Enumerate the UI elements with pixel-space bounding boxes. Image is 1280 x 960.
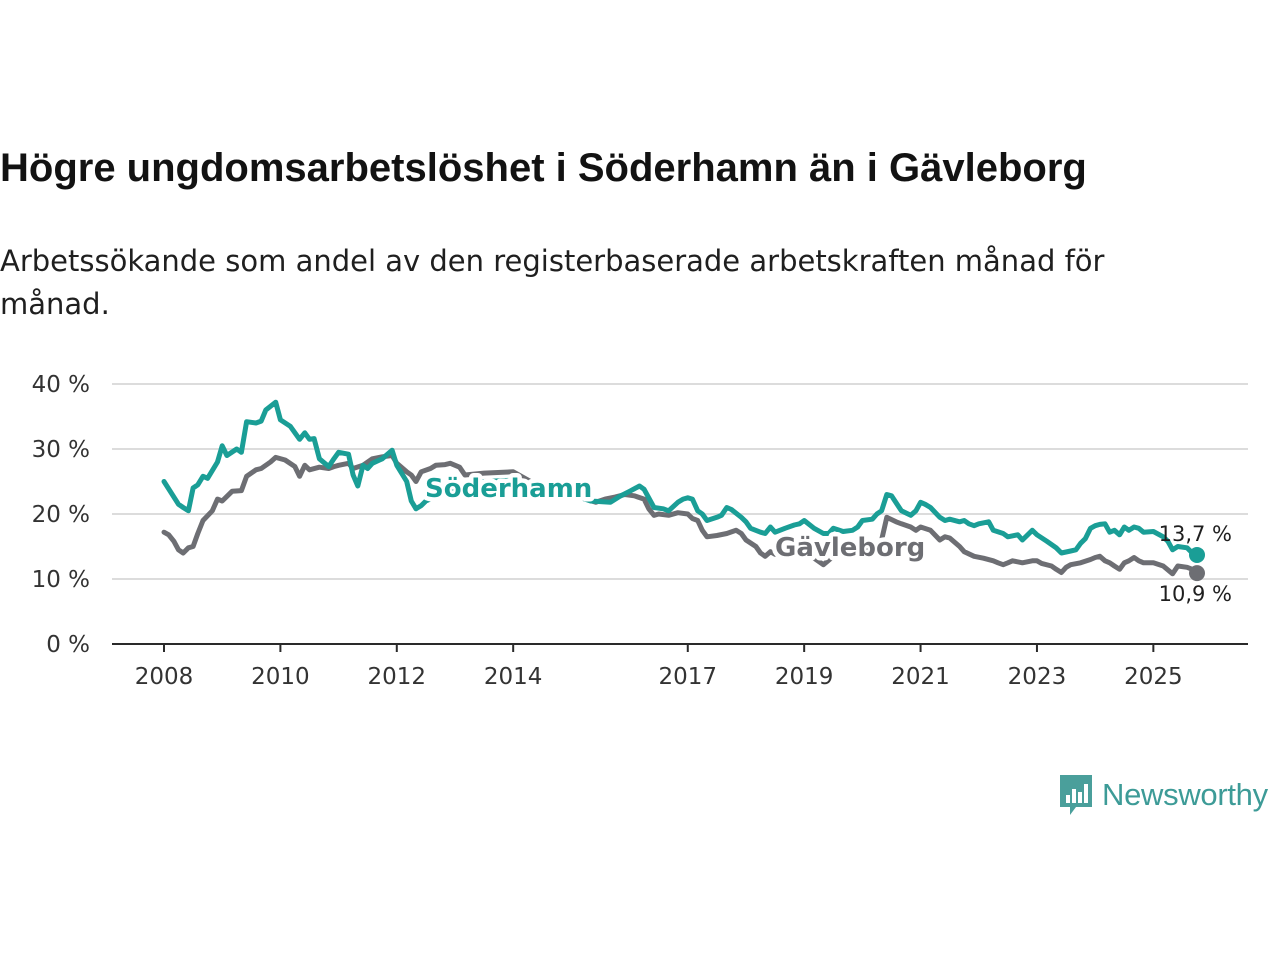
x-tick-label: 2021 (891, 664, 950, 690)
x-tick-label: 2010 (251, 664, 310, 690)
x-tick-label: 2012 (368, 664, 427, 690)
series-line-gavleborg (161, 453, 1200, 577)
series-line-soderhamn (161, 399, 1200, 558)
end-label-gavleborg: 10,9 % (1159, 582, 1232, 606)
newsworthy-logo-icon (1060, 775, 1092, 815)
x-tick-label: 2023 (1008, 664, 1067, 690)
series-label-soderhamn-halo: Söderhamn (425, 474, 592, 504)
y-tick-label: 40 % (32, 372, 90, 398)
end-marker-gavleborg (1189, 565, 1205, 582)
y-tick-label: 0 % (46, 632, 90, 658)
newsworthy-logo: Newsworthy (1058, 772, 1268, 818)
series-label-gavleborg-halo: Gävleborg (775, 533, 925, 563)
brand-name: Newsworthy (1102, 777, 1268, 812)
x-tick-label: 2019 (775, 664, 834, 690)
end-marker-soderhamn (1189, 546, 1205, 563)
x-tick-label: 2025 (1124, 664, 1183, 690)
series-label-soderhamn: Söderhamn (425, 474, 592, 504)
y-tick-label: 30 % (32, 437, 90, 463)
end-label-soderhamn: 13,7 % (1159, 522, 1232, 546)
x-tick-label: 2017 (659, 664, 718, 690)
y-tick-label: 10 % (32, 567, 90, 593)
y-tick-label: 20 % (32, 502, 90, 528)
chart-subtitle: Arbetssökande som andel av den registerb… (0, 244, 1105, 321)
x-tick-label: 2014 (484, 664, 543, 690)
x-tick-label: 2008 (135, 664, 194, 690)
series-label-gavleborg: Gävleborg (775, 533, 925, 563)
chart-title: Högre ungdomsarbetslöshet i Söderhamn än… (0, 146, 1087, 190)
